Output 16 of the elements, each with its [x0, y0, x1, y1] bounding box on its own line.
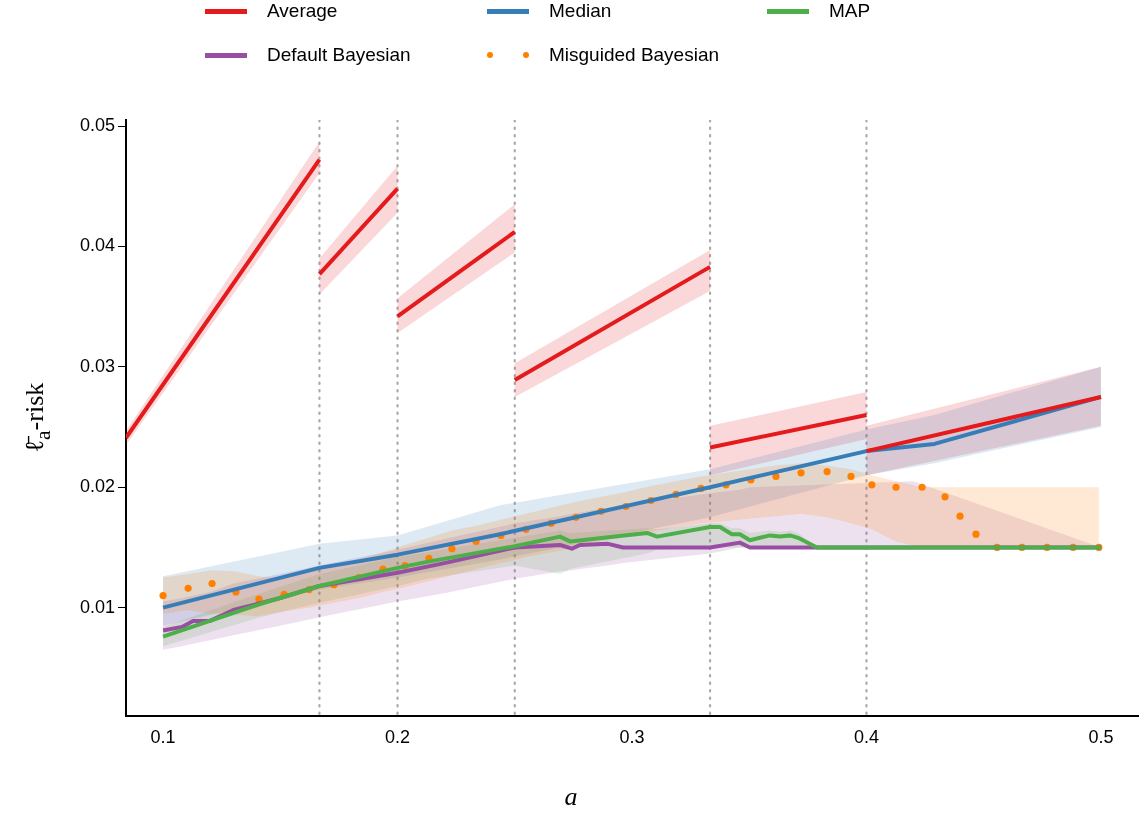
x-axis-title: a: [563, 782, 579, 812]
legend-label: Default Bayesian: [267, 44, 411, 66]
y-tick-label: 0.02: [79, 476, 115, 497]
y-tick-label: 0.04: [79, 235, 115, 256]
x-tick-label: 0.2: [385, 726, 411, 747]
x-tick-label: 0.1: [150, 726, 176, 747]
legend-label: Misguided Bayesian: [549, 44, 720, 66]
y-tick-label: 0.05: [79, 114, 115, 135]
x-tick-label: 0.3: [619, 726, 645, 747]
legend-label: Median: [549, 0, 612, 22]
y-tick-label: 0.01: [79, 596, 115, 617]
x-tick-label: 0.4: [853, 726, 879, 747]
y-tick-label: 0.03: [79, 355, 115, 376]
x-tick-label: 0.5: [1088, 726, 1114, 747]
legend-label: Average: [267, 0, 338, 22]
legend-label: MAP: [829, 0, 871, 22]
